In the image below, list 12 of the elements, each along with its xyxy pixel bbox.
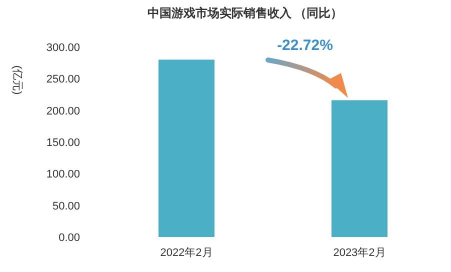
y-tick-label: 150.00 — [46, 137, 80, 149]
y-tick-label: 250.00 — [46, 74, 80, 86]
y-tick-label: 300.00 — [46, 42, 80, 54]
y-tick-label: 200.00 — [46, 105, 80, 118]
y-tick-label: 100.00 — [46, 168, 80, 181]
x-tick-label: 2022年2月 — [160, 247, 213, 259]
x-tick-label: 2023年2月 — [333, 247, 386, 259]
annotation: -22.72% — [277, 37, 333, 54]
chart-title: 中国游戏市场实际销售收入 （同比） — [147, 6, 343, 20]
y-tick-label: 0.00 — [58, 232, 80, 244]
y-tick-label: 50.00 — [52, 200, 80, 212]
y-axis-title: (亿元) — [11, 65, 23, 95]
